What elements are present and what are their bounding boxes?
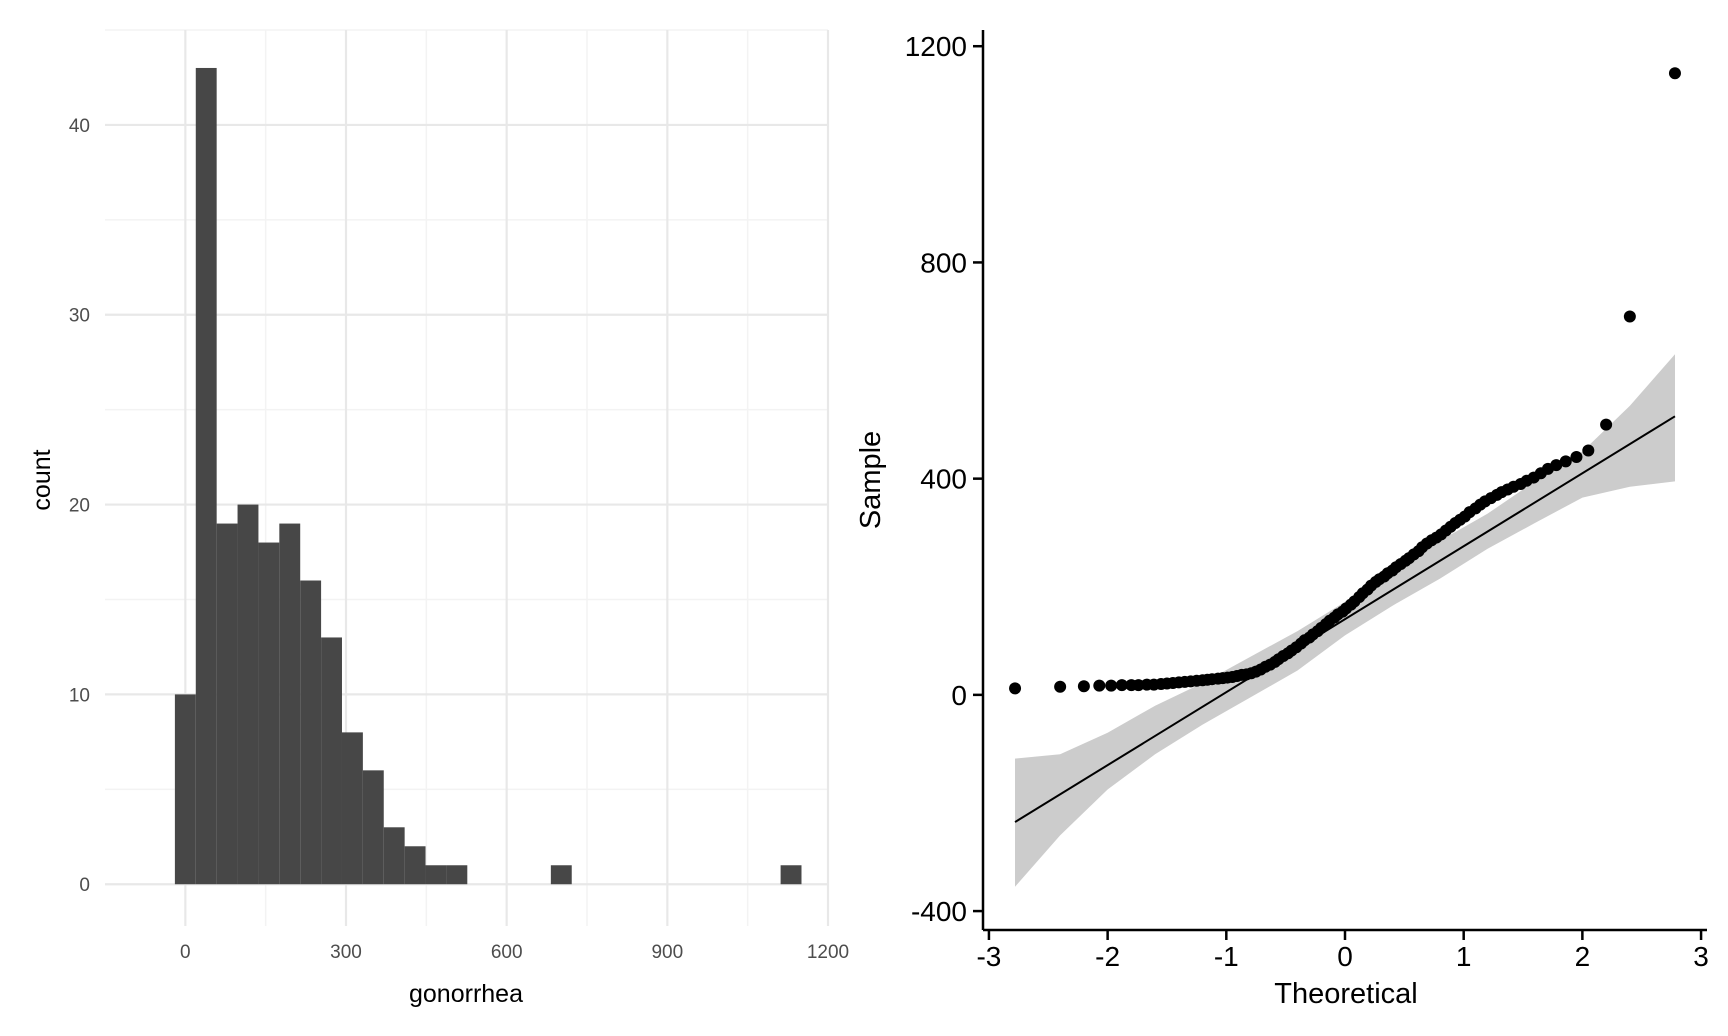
histogram-x-tick-label: 1200 bbox=[807, 942, 849, 963]
qq-x-axis-title: Theoretical bbox=[1274, 978, 1417, 1010]
histogram-bar bbox=[341, 732, 363, 885]
histogram-x-tick-labels: 0 300 600 900 1200 bbox=[180, 942, 849, 963]
qq-points bbox=[1009, 67, 1681, 695]
qq-y-tick-label: 800 bbox=[920, 247, 967, 278]
histogram-y-tick-label: 40 bbox=[69, 116, 90, 137]
histogram-bar bbox=[425, 865, 447, 885]
qq-x-tick-label: 0 bbox=[1337, 941, 1353, 972]
histogram-x-axis-title: gonorrhea bbox=[409, 980, 523, 1008]
histogram-bar bbox=[174, 694, 196, 885]
histogram-bar bbox=[780, 865, 802, 885]
qq-x-tick-label: 3 bbox=[1693, 941, 1709, 972]
histogram-x-tick-label: 900 bbox=[651, 942, 683, 963]
histogram-bar bbox=[300, 580, 322, 885]
qq-x-tick-label: -2 bbox=[1095, 941, 1120, 972]
histogram-bar bbox=[279, 523, 301, 885]
qq-x-tick-label: -3 bbox=[976, 941, 1001, 972]
qq-x-tick-labels: -3 -2 -1 0 1 2 3 bbox=[976, 930, 1709, 972]
qq-y-axis-title: Sample bbox=[855, 431, 887, 529]
qq-point bbox=[1054, 680, 1067, 693]
qq-point bbox=[1009, 682, 1022, 695]
histogram-bar bbox=[550, 865, 572, 885]
histogram-bars bbox=[174, 67, 802, 885]
qq-point bbox=[1559, 455, 1572, 468]
qq-x-tick-label: 1 bbox=[1456, 941, 1472, 972]
qq-point bbox=[1600, 418, 1613, 431]
qq-reference-line bbox=[1014, 415, 1676, 823]
histogram-bar bbox=[362, 770, 384, 885]
histogram-bar bbox=[321, 637, 342, 885]
qq-point bbox=[1115, 679, 1128, 692]
histogram-y-axis-title: count bbox=[28, 449, 56, 510]
qq-y-tick-label: -400 bbox=[911, 896, 967, 927]
histogram-bar bbox=[404, 846, 426, 885]
histogram-y-tick-label: 30 bbox=[69, 306, 90, 327]
qq-y-tick-label: 400 bbox=[920, 464, 967, 495]
histogram-bar bbox=[237, 504, 259, 885]
histogram-panel: 0 300 600 900 1200 0 10 20 30 40 gonorrhea count bbox=[28, 29, 849, 1008]
qq-y-tick-labels: -400 0 400 800 1200 bbox=[905, 31, 983, 927]
qq-point bbox=[1550, 459, 1563, 472]
histogram-x-tick-label: 0 bbox=[180, 942, 191, 963]
qq-point bbox=[1668, 67, 1681, 80]
histogram-bar bbox=[446, 865, 468, 885]
qq-point bbox=[1582, 444, 1595, 457]
histogram-x-tick-label: 300 bbox=[330, 942, 362, 963]
histogram-bar bbox=[195, 67, 217, 885]
qq-point bbox=[1570, 451, 1583, 464]
histogram-x-tick-label: 600 bbox=[491, 942, 523, 963]
qq-point bbox=[1077, 680, 1090, 693]
qq-plot-panel: -3 -2 -1 0 1 2 3 -400 0 400 800 1200 Theoretical S… bbox=[855, 30, 1709, 1010]
qq-x-tick-label: -1 bbox=[1214, 941, 1239, 972]
qq-point bbox=[1093, 679, 1106, 692]
histogram-y-tick-label: 10 bbox=[69, 685, 90, 706]
qq-point bbox=[1105, 679, 1118, 692]
histogram-bar bbox=[258, 542, 280, 885]
histogram-bar bbox=[383, 827, 405, 885]
qq-y-tick-label: 0 bbox=[951, 680, 967, 711]
qq-confidence-band bbox=[1015, 354, 1675, 887]
histogram-y-tick-labels: 0 10 20 30 40 bbox=[69, 116, 90, 896]
histogram-y-tick-label: 0 bbox=[79, 875, 90, 896]
qq-x-tick-label: 2 bbox=[1575, 941, 1591, 972]
histogram-y-tick-label: 20 bbox=[69, 496, 90, 517]
histogram-bar bbox=[216, 523, 238, 885]
qq-point bbox=[1623, 310, 1636, 323]
qq-y-tick-label: 1200 bbox=[905, 31, 967, 62]
